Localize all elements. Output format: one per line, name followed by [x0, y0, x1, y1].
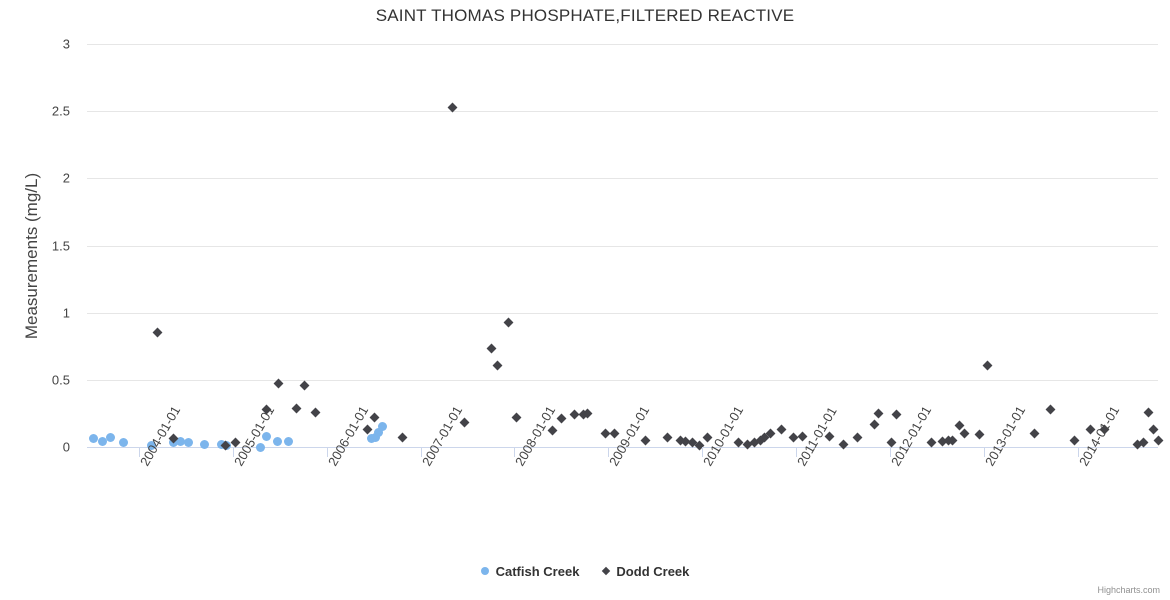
y-axis-tick-labels: 0 0.5 1 1.5 2 2.5 3: [0, 37, 80, 455]
data-point[interactable]: [943, 435, 954, 446]
legend-item-dodd[interactable]: Dodd Creek: [602, 563, 690, 579]
data-point[interactable]: [609, 428, 619, 439]
legend-item-label: Dodd Creek: [616, 563, 690, 579]
data-point[interactable]: [578, 409, 588, 420]
data-point[interactable]: [556, 413, 567, 424]
circle-marker-icon: [480, 567, 489, 576]
data-point[interactable]: [369, 412, 380, 423]
x-tick-mark: [796, 447, 798, 457]
data-point[interactable]: [755, 435, 766, 446]
y-tick-label: 1.5: [51, 238, 70, 253]
data-point[interactable]: [974, 429, 985, 440]
data-point[interactable]: [776, 424, 787, 435]
y-tick-label: 0.5: [51, 372, 70, 388]
data-point[interactable]: [310, 407, 321, 418]
gridline: [87, 447, 1158, 448]
y-tick-label: 2.5: [51, 103, 70, 119]
data-point[interactable]: [89, 434, 99, 444]
x-tick-mark: [514, 447, 516, 457]
data-point[interactable]: [273, 437, 283, 447]
data-point[interactable]: [105, 433, 115, 443]
data-point[interactable]: [569, 409, 580, 420]
data-point[interactable]: [937, 436, 948, 447]
data-point[interactable]: [765, 428, 776, 439]
gridline: [87, 178, 1158, 180]
data-point[interactable]: [373, 427, 383, 437]
x-tick-mark: [138, 447, 140, 457]
data-point[interactable]: [397, 432, 408, 443]
data-point[interactable]: [152, 327, 163, 338]
data-point[interactable]: [1143, 407, 1154, 418]
data-point[interactable]: [1045, 404, 1056, 415]
data-point[interactable]: [959, 428, 970, 439]
gridline: [87, 111, 1158, 113]
data-point[interactable]: [869, 419, 880, 430]
data-point[interactable]: [582, 408, 593, 419]
data-point[interactable]: [168, 433, 179, 444]
data-point[interactable]: [291, 403, 302, 413]
gridline: [87, 44, 1158, 45]
data-point[interactable]: [874, 408, 884, 419]
data-point[interactable]: [511, 412, 522, 423]
data-point[interactable]: [891, 409, 902, 420]
data-point[interactable]: [852, 432, 863, 443]
data-point[interactable]: [788, 432, 799, 443]
data-point[interactable]: [662, 432, 673, 443]
x-tick-mark: [890, 447, 892, 457]
legend-item-label: Catfish Creek: [495, 563, 580, 579]
y-tick-label: 3: [62, 36, 70, 52]
data-point[interactable]: [1153, 435, 1163, 446]
data-point[interactable]: [378, 422, 388, 432]
data-point[interactable]: [486, 343, 497, 354]
x-tick-mark: [702, 447, 704, 457]
data-point[interactable]: [759, 432, 770, 443]
data-point[interactable]: [680, 436, 691, 447]
data-point[interactable]: [1029, 428, 1040, 439]
x-tick-mark: [232, 447, 234, 457]
x-tick-mark: [1078, 447, 1080, 457]
y-tick-label: 1: [62, 305, 70, 321]
data-point[interactable]: [284, 437, 294, 447]
data-point[interactable]: [982, 360, 992, 370]
data-point[interactable]: [362, 424, 373, 435]
data-point[interactable]: [503, 317, 514, 328]
y-tick-label: 0: [62, 439, 70, 455]
data-point[interactable]: [548, 425, 558, 436]
highcharts-credits[interactable]: Highcharts.com: [1097, 585, 1160, 595]
data-point[interactable]: [220, 440, 231, 451]
x-tick-mark: [608, 447, 610, 457]
x-tick-mark: [326, 447, 328, 457]
data-point[interactable]: [97, 437, 107, 447]
plot-area: [87, 44, 1163, 452]
data-point[interactable]: [600, 428, 611, 439]
y-tick-label: 2: [62, 170, 70, 186]
data-point[interactable]: [947, 435, 958, 446]
data-point[interactable]: [370, 433, 380, 443]
diamond-marker-icon: [602, 566, 611, 576]
legend-item-catfish[interactable]: Catfish Creek: [480, 563, 580, 579]
data-point[interactable]: [1069, 435, 1080, 446]
data-point[interactable]: [954, 420, 965, 431]
data-point[interactable]: [641, 435, 651, 446]
data-point[interactable]: [675, 435, 686, 446]
gridline: [87, 379, 1158, 381]
gridline: [87, 245, 1158, 247]
chart-title: SAINT THOMAS PHOSPHATE,FILTERED REACTIVE: [375, 6, 795, 25]
data-point[interactable]: [1148, 424, 1159, 435]
data-point[interactable]: [367, 434, 377, 444]
data-point[interactable]: [492, 360, 503, 370]
data-point[interactable]: [299, 380, 309, 391]
gridline: [87, 312, 1158, 314]
chart-legend: Catfish Creek Dodd Creek: [0, 562, 1170, 579]
data-point[interactable]: [221, 441, 231, 451]
data-point[interactable]: [459, 417, 470, 428]
x-tick-mark: [984, 447, 986, 457]
data-point[interactable]: [176, 437, 186, 447]
x-tick-mark: [420, 447, 422, 457]
